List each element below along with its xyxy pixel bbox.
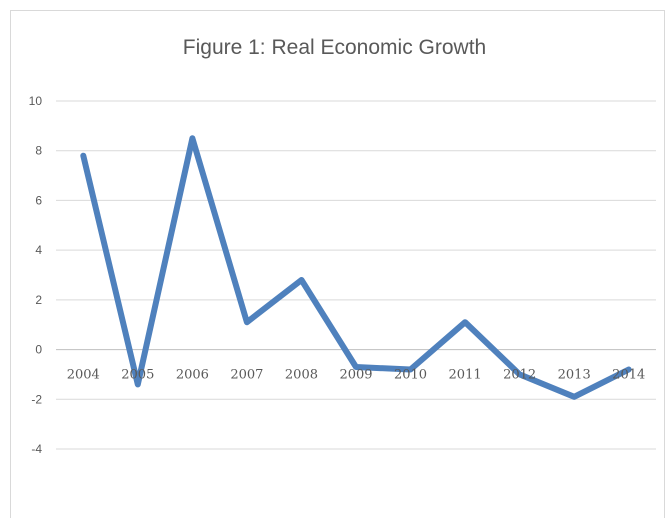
- y-tick-label: 8: [35, 144, 42, 158]
- x-tick-label: 2009: [339, 368, 372, 383]
- chart-frame: [10, 10, 665, 518]
- x-tick-label: 2013: [558, 368, 591, 383]
- y-tick-label: 2: [35, 293, 42, 307]
- x-tick-label: 2008: [285, 368, 318, 383]
- x-axis-ticks: 2004 2005 2006 2007 2008 2009 2010 2011 2012 2013…: [67, 368, 646, 383]
- y-tick-label: 0: [35, 343, 42, 357]
- series-layer: [80, 135, 632, 400]
- y-tick-label: 6: [35, 193, 42, 207]
- x-tick-label: 2007: [230, 368, 263, 383]
- y-tick-label: 4: [35, 243, 42, 257]
- x-tick-label: 2004: [67, 368, 100, 383]
- y-axis-ticks: 10 8 6 4 2 0 -2 -4: [29, 94, 43, 456]
- x-tick-label: 2014: [612, 368, 645, 383]
- y-tick-label: 10: [29, 94, 43, 108]
- series-line-0: [80, 135, 632, 400]
- x-tick-label: 2011: [449, 368, 482, 383]
- x-tick-label: 2006: [176, 368, 209, 383]
- x-tick-label: 2010: [394, 368, 427, 383]
- x-tick-label: 2005: [121, 368, 154, 383]
- y-tick-label: -2: [31, 392, 42, 406]
- y-tick-label: -4: [31, 442, 42, 456]
- x-tick-label: 2012: [503, 368, 536, 383]
- chart-title: Figure 1: Real Economic Growth: [182, 36, 487, 59]
- gridlines: [56, 100, 656, 450]
